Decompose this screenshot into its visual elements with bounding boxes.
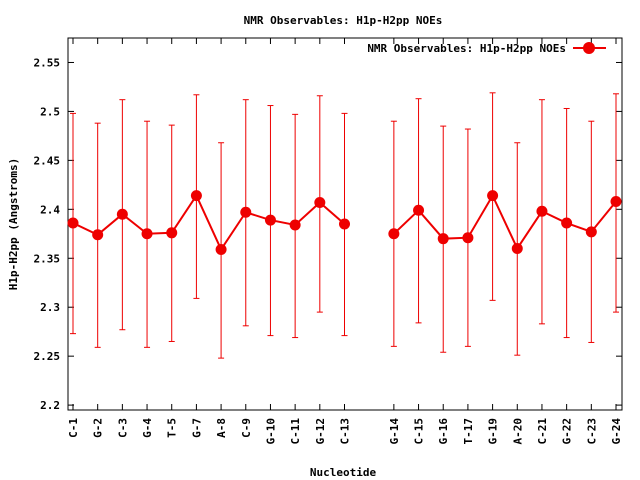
legend-marker xyxy=(583,42,595,54)
x-tick-label: G-19 xyxy=(487,418,500,445)
x-tick-label: A-8 xyxy=(215,418,228,438)
x-tick-label: C-11 xyxy=(289,418,302,445)
data-point xyxy=(240,206,252,218)
x-tick-label: G-16 xyxy=(437,418,450,445)
data-point xyxy=(388,228,400,240)
y-axis-label: H1p-H2pp (Angstroms) xyxy=(7,158,20,290)
y-tick-label: 2.35 xyxy=(34,252,61,265)
x-tick-label: G-2 xyxy=(92,418,105,438)
x-tick-label: C-23 xyxy=(585,418,598,445)
data-point xyxy=(585,226,597,238)
x-tick-label: C-9 xyxy=(240,418,253,438)
data-point xyxy=(141,228,153,240)
data-point xyxy=(166,227,178,239)
x-tick-label: G-10 xyxy=(264,418,277,445)
series-points xyxy=(67,190,622,255)
data-point xyxy=(561,217,573,229)
data-point xyxy=(314,196,326,208)
data-point xyxy=(462,232,474,244)
y-tick-label: 2.2 xyxy=(40,399,60,412)
x-tick-label: T-17 xyxy=(462,418,475,445)
x-axis-label: Nucleotide xyxy=(310,466,377,479)
x-tick-label: G-22 xyxy=(561,418,574,445)
x-axis: C-1 G-2 C-3 G-4 T-5 G-7 A-8 C-9 G-10 C-11 G-12 C-13… xyxy=(67,38,623,445)
y-tick-label: 2.4 xyxy=(40,203,60,216)
data-point xyxy=(289,219,301,231)
x-tick-label: C-3 xyxy=(116,418,129,438)
x-tick-label: C-1 xyxy=(67,418,80,438)
data-point xyxy=(511,242,523,254)
y-tick-label: 2.3 xyxy=(40,301,60,314)
x-tick-label: G-4 xyxy=(141,418,154,438)
x-tick-label: T-5 xyxy=(166,418,179,438)
data-point xyxy=(67,217,79,229)
data-point xyxy=(487,190,499,202)
x-tick-label: G-12 xyxy=(314,418,327,445)
series-line-segment xyxy=(72,193,346,252)
y-tick-label: 2.25 xyxy=(34,350,61,363)
data-point xyxy=(413,204,425,216)
legend-label: NMR Observables: H1p-H2pp NOEs xyxy=(367,42,566,55)
x-tick-label: C-15 xyxy=(413,418,426,445)
y-tick-label: 2.45 xyxy=(34,154,61,167)
x-tick-label: C-13 xyxy=(339,418,352,445)
x-tick-label: A-20 xyxy=(511,418,524,445)
data-point xyxy=(610,195,622,207)
x-tick-label: G-7 xyxy=(190,418,203,438)
x-tick-label: G-14 xyxy=(388,418,401,445)
data-point xyxy=(190,190,202,202)
data-point xyxy=(215,243,227,255)
y-tick-label: 2.5 xyxy=(40,105,60,118)
data-point xyxy=(264,214,276,226)
x-tick-label: C-21 xyxy=(536,418,549,445)
data-point xyxy=(536,205,548,217)
series-line-segment xyxy=(393,193,617,251)
chart-title: NMR Observables: H1p-H2pp NOEs xyxy=(244,14,443,27)
data-point xyxy=(116,208,128,220)
legend: NMR Observables: H1p-H2pp NOEs xyxy=(367,42,606,55)
data-point xyxy=(437,233,449,245)
y-axis: 2.2 2.25 2.3 2.35 2.4 2.45 2.5 2.55 xyxy=(34,56,622,412)
x-tick-label: G-24 xyxy=(610,418,623,445)
y-tick-label: 2.55 xyxy=(34,56,61,69)
data-point xyxy=(92,229,104,241)
data-point xyxy=(339,218,350,230)
